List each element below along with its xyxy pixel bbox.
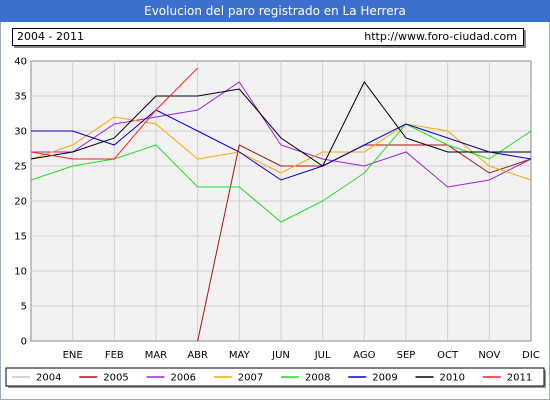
y-tick-label: 35	[14, 92, 27, 103]
x-tick-label: JUN	[271, 350, 290, 361]
series-line-2006	[31, 81, 532, 188]
x-tick-label: NOV	[478, 350, 500, 361]
y-tick-label: 0	[21, 337, 27, 348]
x-tick-label: SEP	[397, 350, 416, 361]
x-tick-label: AGO	[353, 350, 375, 361]
series-line-2009	[31, 109, 532, 181]
chart-title: Evolucion del paro registrado en La Herr…	[0, 0, 550, 22]
x-tick-label: ABR	[187, 350, 208, 361]
info-bar: 2004 - 2011 http://www.foro-ciudad.com	[12, 28, 524, 46]
legend-label-2008: 2008	[305, 373, 330, 384]
y-tick-label: 40	[14, 57, 27, 68]
source-url: http://www.foro-ciudad.com	[364, 30, 517, 43]
x-tick-label: FEB	[105, 350, 124, 361]
y-tick-label: 30	[14, 127, 27, 138]
x-tick-label: MAY	[229, 350, 251, 361]
legend-box	[5, 367, 545, 387]
legend-label-2005: 2005	[103, 373, 128, 384]
legend-label-2009: 2009	[372, 373, 397, 384]
x-tick-label: ENE	[63, 350, 83, 361]
legend-label-2007: 2007	[238, 373, 263, 384]
y-tick-label: 25	[14, 162, 27, 173]
period-label: 2004 - 2011	[17, 30, 84, 43]
series-line-2010	[30, 81, 531, 167]
y-tick-label: 10	[14, 267, 27, 278]
series-line-2011	[30, 67, 199, 160]
y-tick-label: 5	[21, 302, 27, 313]
legend-label-2006: 2006	[171, 373, 196, 384]
x-tick-label: JUL	[314, 350, 331, 361]
legend-label-2010: 2010	[440, 373, 465, 384]
series-line-2007	[30, 116, 532, 181]
x-tick-label: MAR	[145, 350, 167, 361]
y-tick-label: 15	[14, 232, 27, 243]
legend-label-2004: 2004	[36, 373, 61, 384]
x-tick-label: DIC	[522, 350, 540, 361]
legend-label-2011: 2011	[507, 373, 532, 384]
x-tick-label: OCT	[437, 350, 459, 361]
y-tick-label: 20	[14, 197, 27, 208]
